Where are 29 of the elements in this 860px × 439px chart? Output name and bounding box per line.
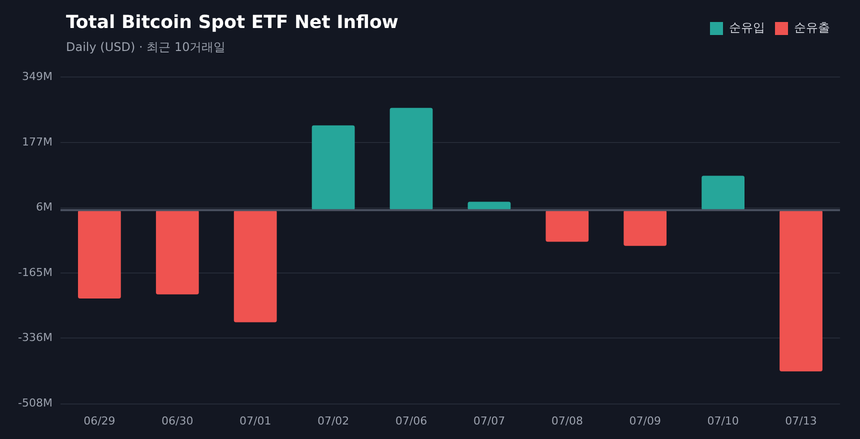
legend-label: 순유입 <box>729 20 765 35</box>
legend-label: 순유출 <box>794 20 830 35</box>
chart-subtitle: Daily (USD) · 최근 10거래일 <box>66 39 226 56</box>
bar <box>156 210 199 294</box>
x-tick-label: 06/29 <box>84 414 116 428</box>
bar <box>702 176 745 210</box>
x-tick-label: 07/08 <box>551 414 584 428</box>
y-tick-label: 6M <box>36 200 52 214</box>
bar <box>312 125 355 210</box>
x-tick-label: 07/02 <box>317 414 350 428</box>
chart-title: Total Bitcoin Spot ETF Net Inflow <box>66 12 398 33</box>
y-tick-label: -508M <box>18 396 52 410</box>
x-tick-label: 07/09 <box>629 414 661 428</box>
bar <box>780 210 822 372</box>
y-tick-label: 177M <box>22 135 52 148</box>
x-tick-label: 06/30 <box>162 414 194 428</box>
bar <box>546 210 589 242</box>
x-tick-label: 07/01 <box>239 414 272 428</box>
bar <box>624 210 667 246</box>
bar <box>78 210 121 299</box>
y-tick-label: -336M <box>18 331 52 344</box>
bar <box>390 108 433 210</box>
x-tick-label: 07/07 <box>473 414 506 428</box>
x-tick-label: 07/10 <box>707 414 739 428</box>
x-tick-label: 07/06 <box>395 414 428 428</box>
y-tick-label: -165M <box>18 266 52 279</box>
x-tick-label: 07/13 <box>785 414 817 428</box>
bar <box>234 210 277 322</box>
y-tick-label: 349M <box>22 70 52 83</box>
